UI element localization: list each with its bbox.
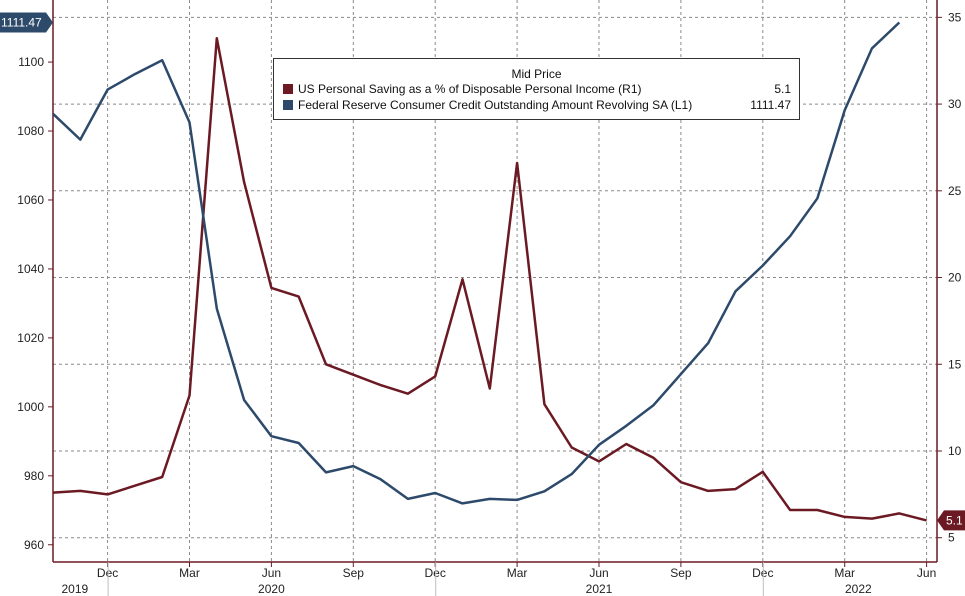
x-tick-label: Jun — [917, 566, 936, 580]
left-tick-label: 1080 — [17, 124, 44, 138]
axes — [52, 0, 938, 563]
legend-item-credit: Federal Reserve Consumer Credit Outstand… — [274, 97, 799, 113]
x-axis-ticks: DecMarJunSepDecMarJunSepDecMarJun2019202… — [61, 562, 936, 596]
legend-title: Mid Price — [511, 67, 562, 81]
right-value-tag-text: 5.1 — [946, 513, 963, 527]
x-tick-label: Dec — [97, 566, 118, 580]
left-axis-ticks: 960 980 1000 1020 1040 1060 1080 1100 — [17, 55, 53, 552]
left-tick-label: 1020 — [17, 331, 44, 345]
right-tick-label: 10 — [948, 444, 962, 458]
right-axis-ticks: 5 10 15 20 25 30 35 — [937, 10, 962, 545]
left-tick-label: 1040 — [17, 262, 44, 276]
legend-label-credit: Federal Reserve Consumer Credit Outstand… — [298, 98, 693, 112]
left-tick-label: 980 — [24, 469, 44, 483]
right-tick-label: 35 — [948, 10, 962, 24]
left-tick-label: 1060 — [17, 193, 44, 207]
left-value-tag-text: 1111.47 — [1, 16, 42, 30]
legend-value-credit: 1111.47 — [750, 98, 791, 112]
grid-lines — [53, 0, 937, 562]
right-tick-label: 20 — [948, 271, 962, 285]
saving-rate-line — [52, 36, 927, 522]
series-lines — [52, 21, 927, 522]
legend-swatch-credit — [283, 100, 293, 110]
x-tick-label: Sep — [670, 566, 692, 580]
right-tick-label: 15 — [948, 357, 962, 371]
right-value-tag — [937, 510, 965, 531]
last-value-tags: 1111.47 5.1 — [0, 12, 965, 531]
x-tick-label: Mar — [179, 566, 200, 580]
right-tick-label: 5 — [948, 531, 955, 545]
legend-value-saving: 5.1 — [774, 82, 791, 96]
legend-label-saving: US Personal Saving as a % of Disposable … — [298, 82, 642, 96]
year-label: 2019 — [61, 582, 88, 596]
left-tick-label: 960 — [24, 538, 44, 552]
left-tick-label: 1000 — [17, 400, 44, 414]
x-tick-label: Jun — [262, 566, 281, 580]
legend-item-saving: US Personal Saving as a % of Disposable … — [274, 81, 799, 97]
x-tick-label: Mar — [834, 566, 855, 580]
consumer-credit-line — [52, 21, 901, 505]
x-tick-label: Jun — [589, 566, 608, 580]
year-label: 2020 — [258, 582, 285, 596]
left-tick-label: 1100 — [18, 55, 44, 69]
x-tick-label: Mar — [507, 566, 528, 580]
year-label: 2021 — [586, 582, 613, 596]
year-label: 2022 — [845, 582, 872, 596]
right-tick-label: 30 — [948, 97, 962, 111]
legend: Mid Price US Personal Saving as a % of D… — [273, 58, 800, 120]
x-tick-label: Sep — [343, 566, 365, 580]
right-tick-label: 25 — [948, 184, 962, 198]
legend-swatch-saving — [283, 84, 293, 94]
left-value-tag — [0, 12, 53, 33]
